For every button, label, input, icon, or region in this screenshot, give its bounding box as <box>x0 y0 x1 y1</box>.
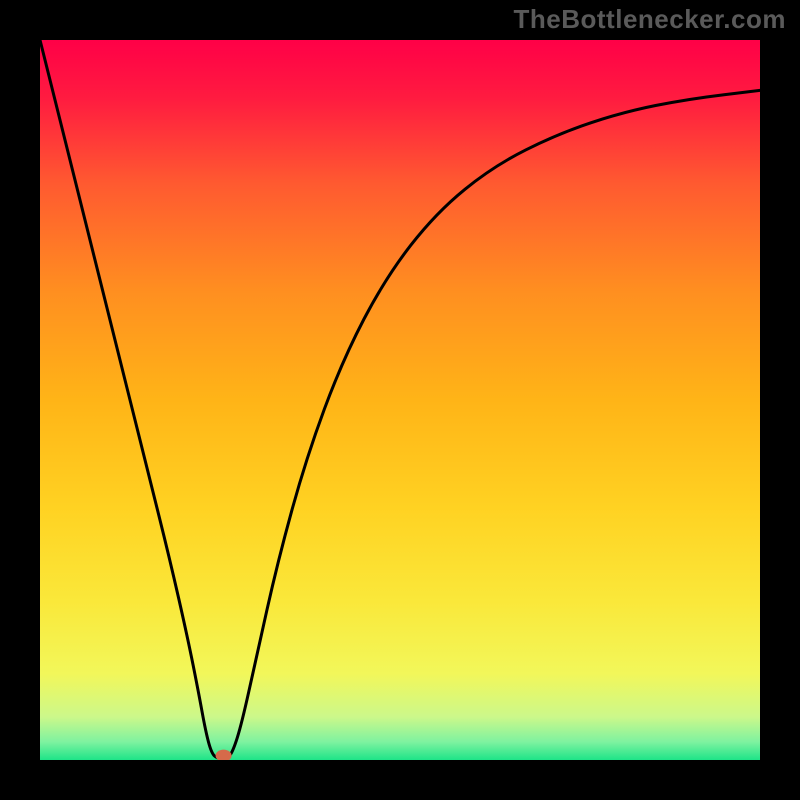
plot-area <box>40 40 760 760</box>
watermark-text: TheBottlenecker.com <box>514 4 786 35</box>
chart-curve-layer <box>40 40 760 760</box>
bottleneck-curve <box>40 40 760 759</box>
optimum-marker <box>216 750 232 760</box>
chart-frame: TheBottlenecker.com <box>0 0 800 800</box>
